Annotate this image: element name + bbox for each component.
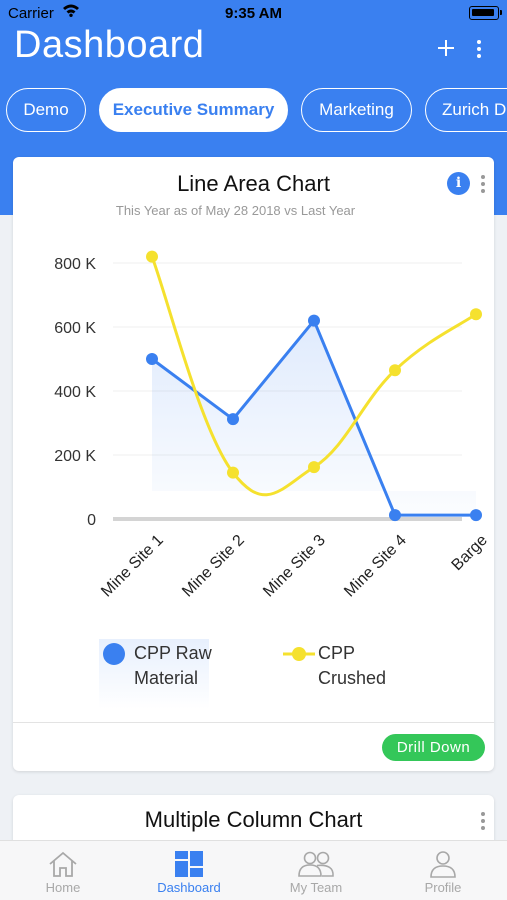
- legend-area-shading: [99, 639, 209, 709]
- data-point-1: [308, 461, 320, 474]
- dashboard-icon: [175, 851, 203, 877]
- tabbar-label-my-team: My Team: [289, 880, 343, 895]
- tabbar-label-dashboard: Dashboard: [157, 880, 221, 895]
- chart-card-title-2: Multiple Column Chart: [144, 807, 363, 832]
- more-vertical-icon[interactable]: [476, 39, 482, 59]
- y-tick-label: 0: [87, 512, 96, 529]
- legend-label-crushed: CPP Crushed: [318, 643, 387, 688]
- data-point-0: [389, 509, 401, 522]
- data-point-1: [470, 308, 482, 321]
- status-bar: Carrier 9:35 AM: [0, 0, 507, 28]
- data-point-0: [470, 509, 482, 522]
- y-tick-label: 800 K: [54, 256, 96, 273]
- data-point-1: [227, 466, 239, 479]
- team-icon: [298, 851, 334, 877]
- chart-card-subtitle: This Year as of May 28 2018 vs Last Year: [115, 203, 356, 218]
- plus-icon[interactable]: [436, 38, 456, 58]
- y-tick-label: 400 K: [54, 384, 96, 401]
- page-title: Dashboard: [14, 24, 205, 66]
- series-area-0: [152, 320, 476, 516]
- card-more-icon[interactable]: [480, 174, 486, 194]
- home-icon: [49, 851, 77, 877]
- drill-down-button[interactable]: Drill Down: [382, 734, 485, 761]
- data-point-1: [389, 364, 401, 377]
- line-area-chart-card: Line Area Chart This Year as of May 28 2…: [13, 157, 494, 771]
- tabbar-label-home: Home: [45, 880, 81, 895]
- legend-label-raw-material: CPP Raw Material: [134, 643, 212, 688]
- card-divider: [13, 722, 494, 723]
- info-icon[interactable]: i: [447, 172, 470, 195]
- y-tick-label: 200 K: [54, 448, 96, 465]
- carrier-label: Carrier: [8, 5, 54, 22]
- x-tick-label: Mine Site 2: [179, 532, 248, 601]
- legend-marker-crushed: [283, 647, 315, 661]
- data-point-1: [146, 250, 158, 263]
- chart-card-title: Line Area Chart: [177, 171, 330, 196]
- tabbar-item-dashboard[interactable]: Dashboard: [126, 841, 252, 900]
- tabbar-item-my-team[interactable]: My Team: [253, 841, 379, 900]
- tab-marketing[interactable]: Marketing: [301, 88, 412, 132]
- battery-icon: [469, 6, 502, 20]
- x-tick-label: Mine Site 3: [260, 532, 329, 601]
- legend-marker-raw-material: [103, 643, 125, 665]
- tab-executive-summary[interactable]: Executive Summary: [99, 88, 288, 132]
- y-tick-label: 600 K: [54, 320, 96, 337]
- x-tick-label: Mine Site 1: [98, 532, 167, 601]
- data-point-0: [146, 353, 158, 365]
- status-time: 9:35 AM: [225, 5, 282, 22]
- wifi-icon: [63, 4, 79, 17]
- bottom-tab-bar: Home Dashboard My Team Profile: [0, 840, 507, 900]
- tabbar-item-profile[interactable]: Profile: [380, 841, 506, 900]
- dashboard-tabs: Demo Executive Summary Marketing Zurich …: [0, 88, 507, 134]
- tabbar-label-profile: Profile: [424, 880, 462, 895]
- tabbar-item-home[interactable]: Home: [0, 841, 126, 900]
- profile-icon: [430, 851, 456, 878]
- data-point-0: [308, 314, 320, 327]
- series-line-1: [150, 256, 477, 497]
- tab-zurich[interactable]: Zurich D: [425, 88, 507, 132]
- tab-demo[interactable]: Demo: [6, 88, 86, 132]
- data-point-0: [227, 413, 239, 426]
- x-tick-label: Barge: [449, 532, 491, 574]
- card-more-icon-2[interactable]: [480, 811, 486, 831]
- x-tick-label: Mine Site 4: [341, 532, 410, 601]
